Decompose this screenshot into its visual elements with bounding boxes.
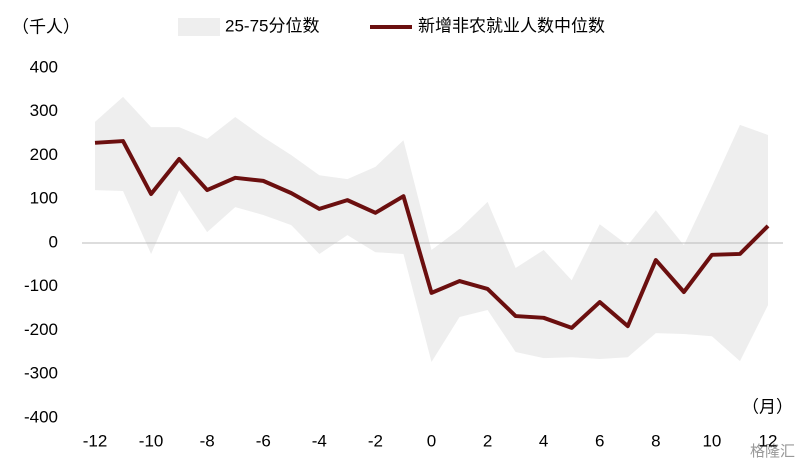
x-tick-label: 10 bbox=[702, 431, 721, 450]
x-tick-label: 0 bbox=[427, 431, 436, 450]
y-tick-label: -100 bbox=[24, 276, 58, 295]
x-tick-label: -10 bbox=[139, 431, 164, 450]
median-line bbox=[94, 139, 770, 330]
x-tick-label: -12 bbox=[83, 431, 108, 450]
x-tick-label: 4 bbox=[539, 431, 548, 450]
legend-swatch bbox=[178, 18, 220, 36]
y-tick-label: -300 bbox=[24, 364, 58, 383]
y-tick-label: -400 bbox=[24, 407, 58, 426]
x-tick-label: 8 bbox=[651, 431, 660, 450]
y-tick-label: 0 bbox=[49, 232, 58, 251]
x-tick-label: 12 bbox=[759, 431, 778, 450]
y-tick-label: 400 bbox=[30, 57, 58, 76]
x-tick-label: -2 bbox=[368, 431, 383, 450]
x-tick-label: -4 bbox=[312, 431, 327, 450]
y-tick-label: -200 bbox=[24, 320, 58, 339]
y-unit-label: （千人） bbox=[12, 17, 80, 36]
y-tick-label: 100 bbox=[30, 189, 58, 208]
x-tick-label: 6 bbox=[595, 431, 604, 450]
x-tick-label: -6 bbox=[256, 431, 271, 450]
y-tick-label: 200 bbox=[30, 145, 58, 164]
y-tick-label: 300 bbox=[30, 101, 58, 120]
watermark: 格隆汇 bbox=[750, 443, 795, 460]
legend-label: 25-75分位数 bbox=[225, 16, 319, 35]
band-area bbox=[95, 96, 768, 362]
x-tick-label: 2 bbox=[483, 431, 492, 450]
x-tick-label: -8 bbox=[200, 431, 215, 450]
x-unit-label: （月） bbox=[742, 397, 793, 416]
legend-label: 新增非农就业人数中位数 bbox=[418, 16, 605, 35]
